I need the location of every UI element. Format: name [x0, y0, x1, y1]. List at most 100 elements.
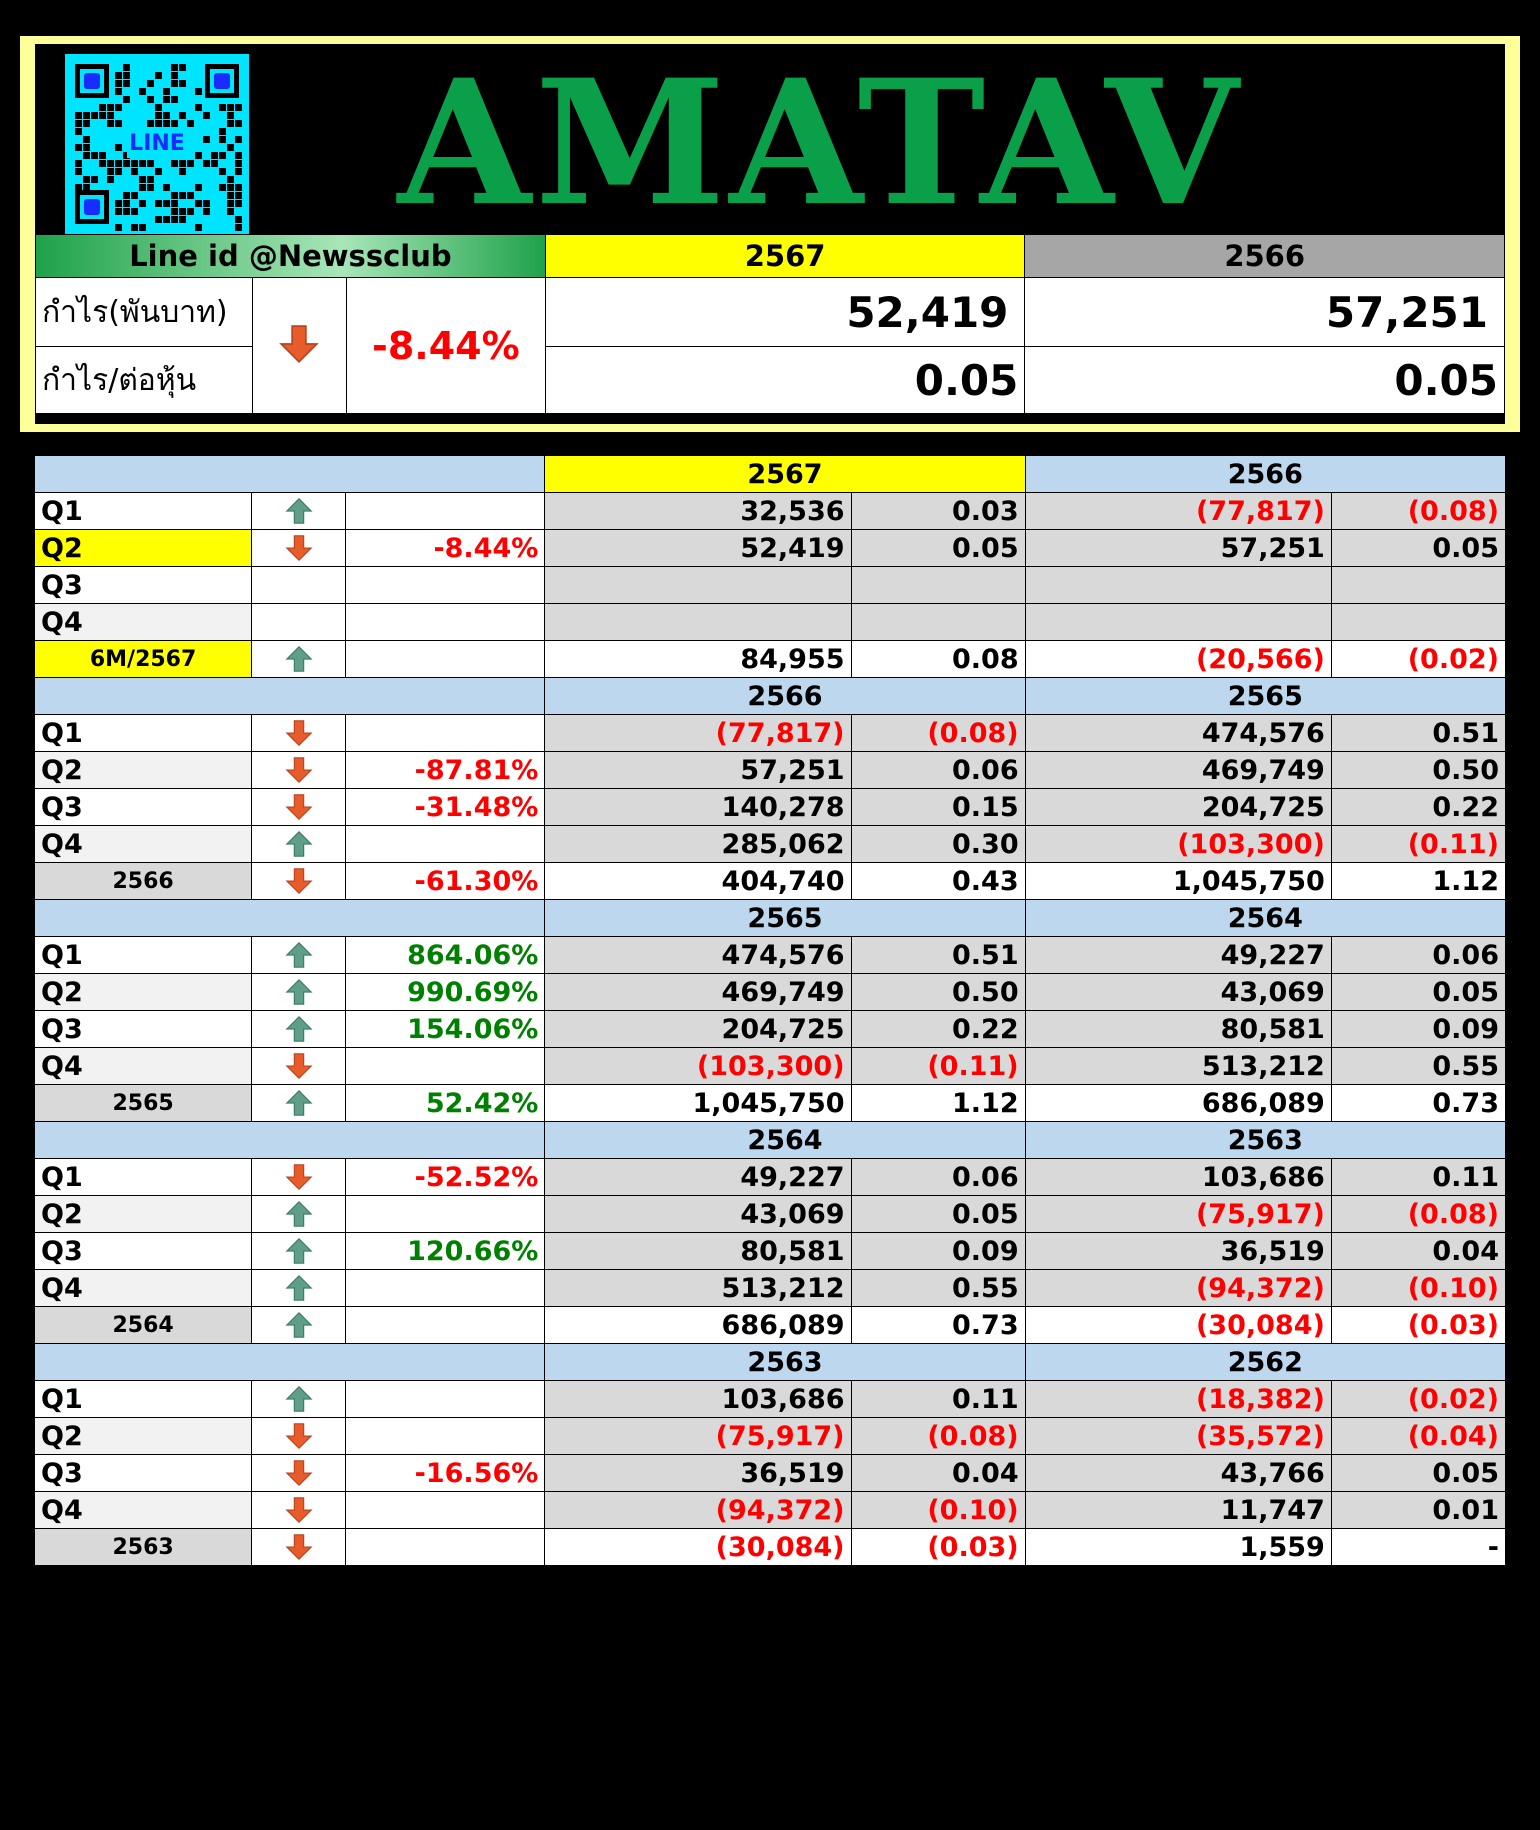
down-arrow-icon — [252, 1051, 345, 1081]
profit-year-b: (20,566) — [1024, 640, 1332, 678]
eps-year-b: (0.04) — [1330, 1417, 1507, 1455]
eps-label: กำไร/ต่อหุ้น — [35, 346, 253, 414]
quarter-row: Q3 -16.56% 36,519 0.04 43,766 0.05 — [33, 1454, 1507, 1492]
up-arrow-icon — [252, 977, 345, 1007]
eps-year-a: 0.51 — [850, 936, 1026, 974]
change-pct: 154.06% — [345, 1010, 546, 1048]
quarter-row: Q4 — [33, 603, 1507, 641]
row-label: Q4 — [33, 1491, 253, 1529]
up-arrow-icon — [252, 496, 345, 526]
profit-year-a: 52,419 — [544, 529, 852, 567]
profit-year-b: 1,559 — [1024, 1528, 1332, 1566]
change-pct — [345, 1195, 546, 1233]
line-qr-code[interactable]: LINE — [65, 54, 249, 234]
row-label: Q2 — [33, 1417, 253, 1455]
profit-year-a: 84,955 — [544, 640, 852, 678]
summary-profit-row: กำไร(พันบาท) -8.44% 52,419 57,251 — [35, 277, 1505, 414]
row-label: Q4 — [33, 1047, 253, 1085]
row-label: Q1 — [33, 1380, 253, 1418]
row-label: 2566 — [33, 862, 253, 900]
trend-arrow-cell — [251, 1454, 347, 1492]
eps-year-a: 0.55 — [850, 1269, 1026, 1307]
eps-current: 0.05 — [544, 346, 1026, 414]
trend-arrow-cell — [251, 566, 347, 604]
trend-arrow-cell — [251, 751, 347, 789]
row-label: Q1 — [33, 714, 253, 752]
eps-year-b: 0.51 — [1330, 714, 1507, 752]
trend-arrow-cell — [251, 1232, 347, 1270]
profit-year-a: 57,251 — [544, 751, 852, 789]
profit-year-a: 140,278 — [544, 788, 852, 826]
down-arrow-icon — [252, 1532, 345, 1562]
profit-year-b: 80,581 — [1024, 1010, 1332, 1048]
row-label: Q3 — [33, 1232, 253, 1270]
eps-year-b: (0.11) — [1330, 825, 1507, 863]
line-id-label[interactable]: Line id @Newssclub — [35, 234, 546, 278]
section-year-b: 2562 — [1024, 1343, 1507, 1381]
profit-year-a: 103,686 — [544, 1380, 852, 1418]
eps-year-b: 0.06 — [1330, 936, 1507, 974]
eps-year-a: 0.22 — [850, 1010, 1026, 1048]
section-year-a: 2566 — [544, 677, 1026, 715]
eps-year-b — [1330, 566, 1507, 604]
profit-year-a: 404,740 — [544, 862, 852, 900]
eps-year-b: 0.09 — [1330, 1010, 1507, 1048]
change-pct — [345, 1047, 546, 1085]
row-label: Q1 — [33, 492, 253, 530]
row-label: Q3 — [33, 788, 253, 826]
eps-year-a: 0.15 — [850, 788, 1026, 826]
up-arrow-icon — [252, 1236, 345, 1266]
eps-year-b: 0.01 — [1330, 1491, 1507, 1529]
change-pct — [345, 714, 546, 752]
total-row: 2564 686,089 0.73 (30,084) (0.03) — [33, 1306, 1507, 1344]
row-label: Q2 — [33, 1195, 253, 1233]
eps-year-a: 0.43 — [850, 862, 1026, 900]
eps-year-b: (0.02) — [1330, 1380, 1507, 1418]
profit-year-b: (30,084) — [1024, 1306, 1332, 1344]
total-row: 6M/2567 84,955 0.08 (20,566) (0.02) — [33, 640, 1507, 678]
summary-change-arrow — [251, 277, 347, 414]
row-label: Q1 — [33, 936, 253, 974]
section-year-b: 2566 — [1024, 455, 1507, 493]
section-year-a: 2567 — [544, 455, 1026, 493]
profit-year-b: (75,917) — [1024, 1195, 1332, 1233]
trend-arrow-cell — [251, 529, 347, 567]
eps-year-b: (0.08) — [1330, 1195, 1507, 1233]
change-pct — [345, 566, 546, 604]
up-arrow-icon — [252, 1310, 345, 1340]
row-label: 2564 — [33, 1306, 253, 1344]
eps-prev: 0.05 — [1024, 346, 1505, 414]
eps-year-a: (0.03) — [850, 1528, 1026, 1566]
profit-year-a: 43,069 — [544, 1195, 852, 1233]
down-arrow-icon — [252, 1458, 345, 1488]
profit-year-b: 43,766 — [1024, 1454, 1332, 1492]
quarter-row: Q4 (94,372) (0.10) 11,747 0.01 — [33, 1491, 1507, 1529]
quarterly-results-table: 2567 2566 Q1 32,536 0.03 (77,817) (0.08) Q2 -8.4… — [33, 455, 1507, 1566]
section-header-blank — [33, 899, 546, 937]
profit-year-b: 11,747 — [1024, 1491, 1332, 1529]
eps-year-a: 1.12 — [850, 1084, 1026, 1122]
change-pct — [345, 1306, 546, 1344]
eps-year-b: 0.22 — [1330, 788, 1507, 826]
change-pct — [345, 825, 546, 863]
profit-year-b: 474,576 — [1024, 714, 1332, 752]
change-pct: 120.66% — [345, 1232, 546, 1270]
section-header-blank — [33, 677, 546, 715]
profit-year-b — [1024, 603, 1332, 641]
profit-year-a: 36,519 — [544, 1454, 852, 1492]
eps-year-a: (0.10) — [850, 1491, 1026, 1529]
eps-year-a: 0.50 — [850, 973, 1026, 1011]
profit-year-a: 80,581 — [544, 1232, 852, 1270]
eps-year-b: 0.11 — [1330, 1158, 1507, 1196]
profit-year-a: 204,725 — [544, 1010, 852, 1048]
eps-year-a — [850, 566, 1026, 604]
up-arrow-icon — [252, 940, 345, 970]
trend-arrow-cell — [251, 1417, 347, 1455]
eps-year-b: 1.12 — [1330, 862, 1507, 900]
change-pct: 990.69% — [345, 973, 546, 1011]
quarter-row: Q4 513,212 0.55 (94,372) (0.10) — [33, 1269, 1507, 1307]
up-arrow-icon — [252, 1014, 345, 1044]
trend-arrow-cell — [251, 1306, 347, 1344]
quarter-row: Q4 (103,300) (0.11) 513,212 0.55 — [33, 1047, 1507, 1085]
profit-year-a — [544, 603, 852, 641]
